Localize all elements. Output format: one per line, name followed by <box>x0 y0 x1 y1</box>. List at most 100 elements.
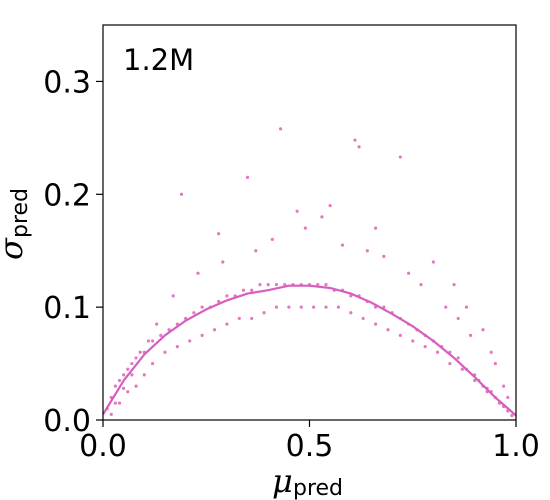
scatter-point <box>510 413 514 418</box>
scatter-point <box>398 333 402 337</box>
scatter-point <box>278 127 283 131</box>
annotation-label: 1.2M <box>123 43 194 77</box>
scatter-point <box>468 333 473 337</box>
y-tick-label: 0.3 <box>43 65 91 100</box>
scatter-point <box>493 361 497 366</box>
scatter-point <box>188 339 192 343</box>
scatter-point <box>163 350 167 354</box>
scatter-point <box>324 282 328 287</box>
scatter-point <box>353 138 357 142</box>
scatter-point <box>254 249 258 253</box>
scatter-point <box>340 243 345 247</box>
scatter-point <box>134 356 138 360</box>
scatter-point <box>398 155 402 159</box>
scatter-point <box>361 316 365 321</box>
scatter-point <box>274 282 279 287</box>
plot-frame <box>102 24 517 421</box>
scatter-point <box>179 192 184 196</box>
scatter-point <box>150 339 155 343</box>
scatter-point <box>316 282 320 287</box>
scatter-point <box>386 328 390 332</box>
scatter-point <box>217 232 221 236</box>
y-axis-symbol: σ <box>0 237 30 260</box>
scatter-point <box>299 305 303 309</box>
scatter-point <box>237 316 241 321</box>
scatter-point <box>134 384 138 388</box>
scatter-point <box>312 305 316 309</box>
scatter-point <box>245 175 250 179</box>
scatter-point <box>130 361 134 366</box>
scatter-point <box>217 299 221 304</box>
scatter-point <box>411 339 415 343</box>
scatter-point <box>456 356 460 360</box>
scatter-point <box>117 401 122 405</box>
scatter-point <box>419 282 423 287</box>
scatter-point <box>171 294 175 298</box>
x-tick-label: 0.5 <box>286 429 334 464</box>
scatter-point <box>113 401 117 405</box>
scatter-point <box>113 384 117 388</box>
scatter-point <box>407 271 411 275</box>
scatter-point <box>122 386 126 390</box>
y-tick-label: 0.0 <box>43 404 91 439</box>
scatter-point <box>212 328 217 332</box>
x-axis-label: μ pred <box>272 462 343 500</box>
scatter-point <box>155 322 159 326</box>
scatter-point <box>303 226 307 230</box>
scatter-point <box>109 412 113 416</box>
scatter-point <box>250 316 254 321</box>
scatter-point <box>328 203 332 208</box>
scatter-point <box>287 305 291 309</box>
scatter-point <box>473 378 477 383</box>
scatter-point <box>196 271 200 275</box>
scatter-point <box>262 311 266 315</box>
scatter-point <box>349 311 353 315</box>
scatter-points <box>105 127 514 418</box>
scatter-point <box>270 237 274 242</box>
scatter-point <box>138 350 142 354</box>
axis-ticks: 0.0 0.5 1.0 0.0 0.1 0.2 0.3 <box>43 65 540 464</box>
scatter-point <box>373 226 378 230</box>
scatter-point <box>336 305 341 309</box>
scatter-point <box>456 316 460 321</box>
scatter-point <box>126 367 130 371</box>
scatter-point <box>159 333 163 337</box>
y-axis-subscript: pred <box>8 188 33 238</box>
scatter-point <box>365 249 369 253</box>
scatter-point <box>423 345 427 349</box>
trend-line <box>102 284 517 417</box>
scatter-point <box>266 282 270 287</box>
scatter-point <box>200 333 204 337</box>
y-axis-label: σ pred <box>0 188 33 260</box>
y-tick-label: 0.1 <box>43 291 91 326</box>
x-tick-label: 1.0 <box>492 429 540 464</box>
scatter-point <box>460 367 464 371</box>
scatter-point <box>464 305 469 309</box>
scatter-point <box>167 328 171 332</box>
scatter-point <box>481 328 485 332</box>
scatter-point <box>221 260 225 264</box>
scatter-point <box>489 350 493 354</box>
scatter-point <box>452 282 456 287</box>
scatter-point <box>258 282 262 287</box>
scatter-point <box>506 395 510 400</box>
scatter-point <box>444 305 448 309</box>
x-axis-subscript: pred <box>293 476 343 500</box>
scatter-point <box>435 350 440 354</box>
scatter-point <box>502 384 506 388</box>
scatter-point <box>126 390 130 394</box>
scatter-point <box>225 322 229 326</box>
scatter-point <box>324 305 328 309</box>
scatter-point <box>175 345 179 349</box>
scatter-point <box>241 288 246 292</box>
scatter-point <box>295 209 299 213</box>
scatter-point <box>130 373 134 377</box>
scatter-point <box>192 311 196 315</box>
x-axis-symbol: μ <box>272 462 293 500</box>
x-tick-label: 0.0 <box>79 429 127 464</box>
scatter-point <box>146 339 151 343</box>
scatter-point <box>382 254 386 258</box>
scatter-point <box>225 294 229 298</box>
scatter-point <box>357 145 361 149</box>
